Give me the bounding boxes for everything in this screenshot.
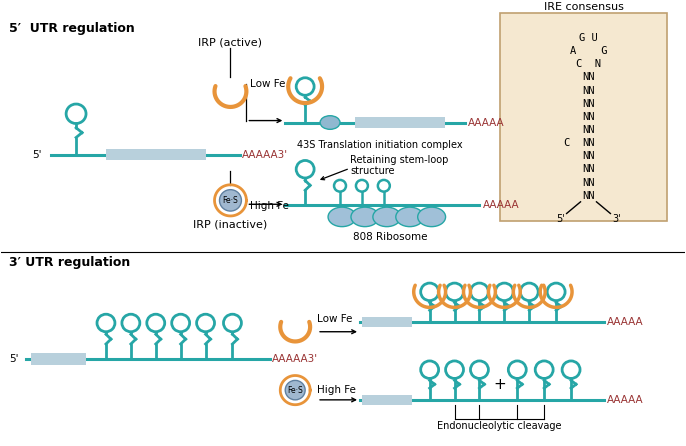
Text: C  N: C N — [576, 59, 601, 69]
Text: NN: NN — [582, 178, 595, 187]
Text: NN: NN — [582, 72, 595, 83]
Text: High Fe: High Fe — [317, 385, 356, 395]
Text: NN: NN — [582, 125, 595, 135]
Text: 43S Translation initiation complex: 43S Translation initiation complex — [297, 140, 462, 150]
Text: NN: NN — [582, 99, 595, 109]
Text: A    G: A G — [570, 46, 607, 56]
Ellipse shape — [396, 207, 424, 227]
Ellipse shape — [418, 207, 446, 227]
Text: 5': 5' — [9, 354, 19, 364]
Ellipse shape — [351, 207, 379, 227]
Text: AAAAA3': AAAAA3' — [272, 354, 318, 364]
Text: IRP (active): IRP (active) — [198, 38, 263, 48]
Text: Fe·S: Fe·S — [222, 196, 238, 205]
Circle shape — [285, 380, 305, 400]
Text: Retaining stem-loop
structure: Retaining stem-loop structure — [350, 155, 449, 176]
Text: NN: NN — [582, 165, 595, 174]
Bar — [362, 317, 412, 327]
Text: C: C — [563, 138, 569, 148]
Text: 3′ UTR regulation: 3′ UTR regulation — [10, 256, 130, 269]
Ellipse shape — [328, 207, 356, 227]
Text: AAAAA3': AAAAA3' — [242, 150, 289, 160]
Text: AAAAA: AAAAA — [607, 317, 643, 327]
Ellipse shape — [320, 116, 340, 129]
Text: Low Fe: Low Fe — [317, 314, 353, 324]
Ellipse shape — [373, 207, 401, 227]
Text: AAAAA: AAAAA — [607, 395, 643, 405]
Text: NN: NN — [582, 190, 595, 201]
Bar — [362, 395, 412, 405]
Text: NN: NN — [582, 151, 595, 161]
Text: NN: NN — [582, 86, 595, 95]
Text: AAAAA: AAAAA — [467, 118, 504, 128]
FancyBboxPatch shape — [500, 12, 667, 221]
Text: NN: NN — [582, 138, 595, 148]
Text: 3': 3' — [613, 214, 621, 223]
Text: G U: G U — [579, 33, 598, 43]
Text: AAAAA: AAAAA — [482, 200, 519, 210]
Circle shape — [220, 190, 241, 211]
Text: 5': 5' — [556, 214, 565, 223]
Text: IRE consensus: IRE consensus — [543, 2, 624, 12]
Text: IRP (inactive): IRP (inactive) — [193, 220, 268, 230]
Text: High Fe: High Fe — [250, 201, 289, 211]
Text: NN: NN — [582, 112, 595, 122]
Bar — [355, 117, 445, 128]
Text: 5′  UTR regulation: 5′ UTR regulation — [10, 22, 135, 35]
Text: Low Fe: Low Fe — [250, 78, 286, 89]
Text: 808 Ribosome: 808 Ribosome — [353, 232, 427, 243]
Bar — [32, 353, 86, 365]
Bar — [106, 149, 206, 161]
Text: +: + — [493, 377, 506, 392]
Text: Endonucleolytic cleavage: Endonucleolytic cleavage — [437, 421, 562, 431]
Text: Fe·S: Fe·S — [287, 386, 303, 395]
Text: 5': 5' — [32, 150, 41, 160]
